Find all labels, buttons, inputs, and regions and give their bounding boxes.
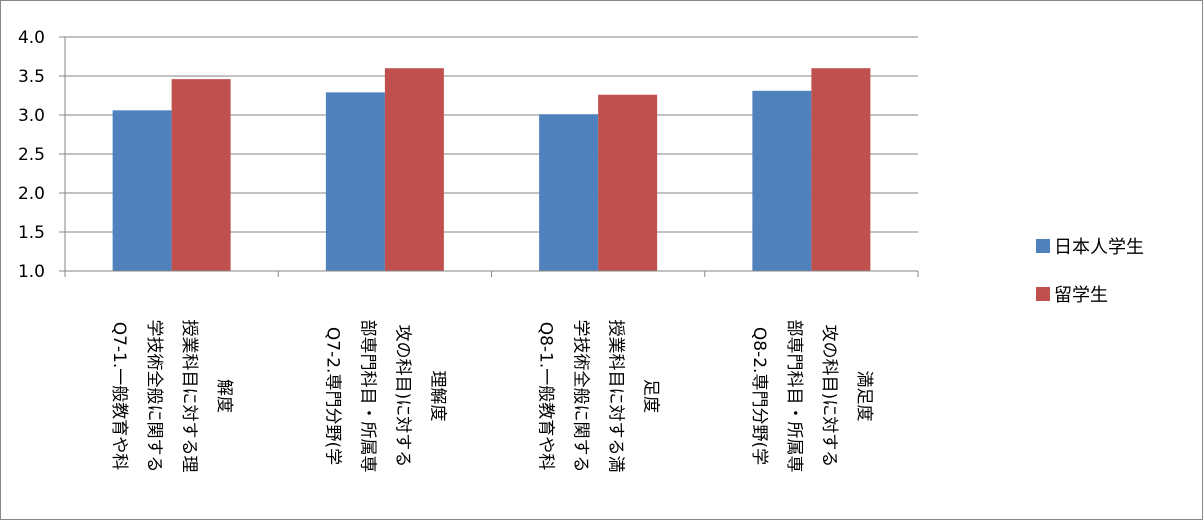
x-category-label: 攻の科目)に対する	[392, 325, 412, 468]
x-category-label: 学技術全般に関する	[571, 320, 591, 473]
y-tick-label: 1.0	[18, 262, 45, 282]
x-category-label: 部専門科目・所属専	[784, 320, 804, 473]
x-category-label: Q7-1.一般教育や科	[109, 322, 129, 471]
bar-international-2	[384, 68, 444, 271]
x-category-label: 攻の科目)に対する	[819, 325, 839, 468]
bar-international-4	[811, 68, 871, 271]
x-category-label: 理解度	[427, 371, 447, 422]
bar-japanese-2	[325, 92, 385, 271]
legend-swatch	[1036, 239, 1050, 253]
x-category-label: 満足度	[854, 371, 874, 422]
x-category-label: 足度	[641, 379, 661, 413]
y-tick-label: 3.5	[18, 67, 45, 87]
bar-international-3	[598, 94, 658, 271]
y-tick-label: 3.0	[18, 106, 45, 126]
legend-label: 日本人学生	[1054, 237, 1144, 258]
legend-swatch	[1036, 287, 1050, 301]
x-category-label: 学技術全般に関する	[144, 320, 164, 473]
x-category-label: Q8-1.一般教育や科	[536, 322, 556, 471]
x-category-label: 授業科目に対する満	[606, 320, 626, 473]
x-category-label: Q8-2.専門分野(学	[749, 327, 769, 465]
x-category-label: 授業科目に対する理	[179, 320, 199, 473]
bar-international-1	[171, 79, 231, 272]
x-category-label: 部専門科目・所属専	[357, 320, 377, 473]
bar-japanese-3	[539, 114, 599, 271]
y-tick-label: 2.0	[18, 184, 45, 204]
bar-japanese-1	[112, 110, 172, 271]
x-category-label: Q7-2.専門分野(学	[322, 327, 342, 465]
y-tick-label: 2.5	[18, 145, 45, 165]
x-category-label: 解度	[214, 379, 234, 413]
bar-japanese-4	[752, 90, 812, 271]
y-tick-label: 4.0	[18, 28, 45, 48]
legend-label: 留学生	[1054, 285, 1108, 306]
y-tick-label: 1.5	[18, 223, 45, 243]
